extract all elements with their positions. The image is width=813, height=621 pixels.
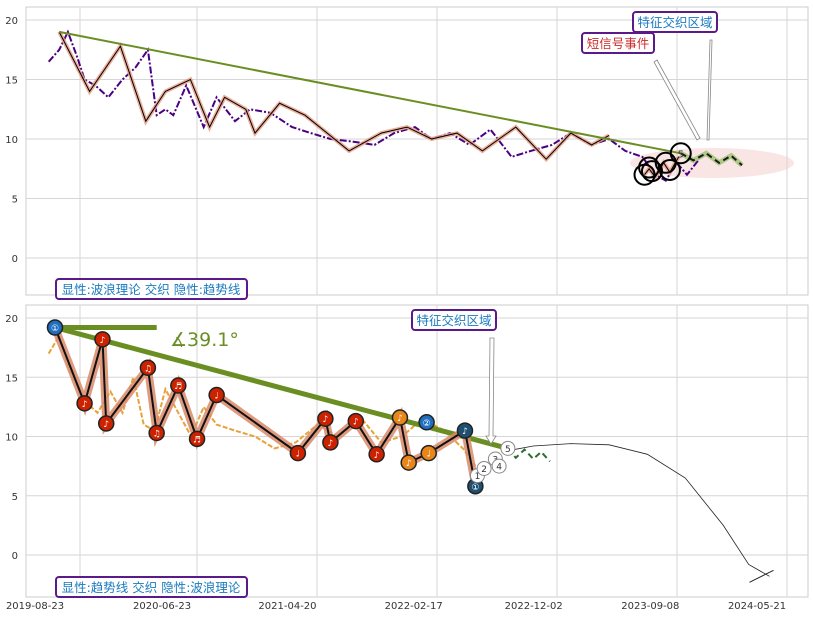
wave-point-badge — [139, 359, 157, 377]
wave-point-badge — [170, 377, 187, 394]
wave-point-badge — [420, 444, 437, 462]
wave-point-label: ♫ — [144, 364, 152, 374]
bottom-legend-label: 显性:趋势线 交织 隐性:波浪理论 — [62, 580, 241, 595]
wave-point-label: ♪ — [103, 420, 109, 430]
bottom-marks: ①♪♪♪♫♫♬♬♩♩♪♪♪♪♪♪②♩♪①12345 — [46, 319, 774, 583]
x-tick-label: 2022-02-17 — [385, 601, 443, 612]
wave-point-label: ♪ — [323, 415, 329, 425]
bottom-annotations: ∡39.1° 特征交织区域 显性:趋势线 交织 隐性:波浪理论 — [55, 309, 497, 598]
trend-forecast-line — [680, 152, 743, 166]
x-tick-label: 2023-09-08 — [621, 601, 679, 612]
top-y-tick-label: 5 — [12, 195, 18, 206]
wave-point-label: ♫ — [153, 429, 161, 439]
top-feature-region-label: 特征交织区域 — [637, 15, 712, 30]
sub-wave-label: 5 — [505, 445, 511, 455]
wave-point-badge — [97, 415, 115, 432]
bottom-forecast-line — [507, 447, 551, 463]
top-feature-region-box — [632, 11, 718, 33]
angle-label: ∡39.1° — [170, 329, 239, 351]
bottom-y-tick-label: 20 — [5, 314, 18, 325]
bottom-trend-line — [54, 325, 509, 451]
top-marker-circle — [669, 142, 692, 165]
sub-wave-point — [476, 460, 492, 476]
top-panel: 0 5 10 15 20 5 特征交织区域 短信号事件 显性:波浪理论 交织 隐性:趋势… — [5, 6, 809, 300]
wave-point-badge — [347, 412, 365, 430]
wave-point-badge — [368, 446, 385, 463]
wave-point-badge — [418, 414, 435, 431]
bottom-y-tick-label: 5 — [12, 492, 18, 503]
wave-point-label: ♪ — [100, 336, 106, 346]
bottom-x-ticks: 2019-08-23 2020-06-23 2021-04-20 2022-02-17… — [6, 601, 786, 612]
bottom-feature-arrow — [485, 337, 497, 445]
wave-point-label: ♪ — [462, 427, 468, 437]
wave-point-badge — [456, 422, 474, 439]
wave-point-badge — [46, 319, 64, 336]
wave-point-label: ♩ — [215, 392, 219, 402]
bottom-y-tick-label: 0 — [12, 551, 18, 562]
wave-point-label: ♪ — [82, 400, 88, 410]
wave-point-badge — [391, 409, 409, 426]
top-legend-box — [55, 278, 248, 300]
top-legend-label: 显性:波浪理论 交织 隐性:趋势线 — [62, 282, 241, 297]
wave-line — [58, 31, 610, 160]
wave-point-badge — [208, 386, 225, 404]
x-tick-label: 2021-04-20 — [258, 601, 316, 612]
bottom-y-tick-label: 10 — [5, 433, 18, 444]
top-short-signal-box — [581, 32, 655, 54]
wave-point-label: ① — [471, 483, 479, 493]
top-grid: 0 5 10 15 20 — [5, 7, 808, 295]
wave-point-label: ♪ — [397, 414, 403, 424]
bottom-y-tick-label: 15 — [5, 373, 18, 384]
wave-point-label: ♪ — [328, 439, 334, 449]
wave-point-badge — [76, 395, 93, 412]
x-tick-label: 2020-06-23 — [133, 601, 191, 612]
wave-point-badge — [188, 430, 206, 448]
top-marker-circle — [638, 156, 661, 179]
wave-point-badge — [148, 424, 165, 442]
wave-point-label: ♬ — [174, 382, 182, 392]
wave-point-badge — [317, 410, 334, 427]
top-short-signal-arrow — [653, 59, 701, 141]
wave-point-label: ② — [423, 419, 431, 429]
bottom-legend-box — [55, 576, 248, 598]
top-short-signal-label: 短信号事件 — [587, 36, 650, 51]
wave-point-label: ♩ — [296, 450, 300, 460]
top-y-tick-label: 20 — [5, 16, 18, 27]
wave-point-badge — [322, 434, 339, 451]
bottom-feature-region-box — [411, 309, 497, 331]
trend-line — [59, 30, 681, 155]
x-tick-label: 2019-08-23 — [6, 601, 64, 612]
top-marker-circle — [658, 158, 681, 181]
top-annotations: 特征交织区域 短信号事件 显性:波浪理论 交织 隐性:趋势线 — [55, 11, 718, 300]
wave-point-label: ♬ — [193, 435, 201, 445]
projection-end-tick — [749, 569, 774, 583]
top-plot-frame — [25, 6, 809, 296]
wave-point-label: ♪ — [374, 451, 380, 461]
projection-curve — [507, 443, 770, 577]
sub-wave-label: 4 — [496, 463, 502, 473]
sub-wave-label: 1 — [475, 472, 481, 482]
sub-wave-point — [500, 440, 516, 456]
x-tick-label: 2024-05-21 — [728, 601, 786, 612]
wave-point-badge — [400, 454, 417, 471]
wave-point-badge — [289, 444, 307, 462]
top-feature-arrow — [706, 39, 713, 141]
top-marker-label: 5 — [678, 149, 684, 160]
bottom-feature-region-label: 特征交织区域 — [416, 313, 491, 328]
top-y-tick-label: 0 — [12, 254, 18, 265]
sub-wave-point — [491, 458, 507, 474]
top-y-tick-label: 10 — [5, 135, 18, 146]
top-y-tick-label: 15 — [5, 76, 18, 87]
top-marks: 5 — [47, 29, 794, 186]
wave-point-label: ♪ — [406, 459, 412, 469]
wave-point-label: ♩ — [427, 450, 431, 460]
wave-point-label: ① — [51, 324, 59, 334]
x-tick-label: 2022-12-02 — [505, 601, 563, 612]
wave-point-badge — [94, 331, 111, 348]
sub-wave-label: 2 — [481, 465, 487, 475]
wave-point-label: ♪ — [353, 418, 359, 428]
